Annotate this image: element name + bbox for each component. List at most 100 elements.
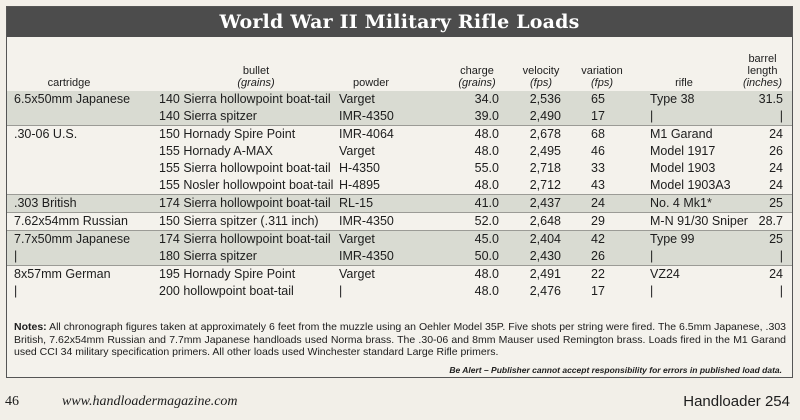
header-powder: powder — [341, 45, 401, 89]
cell-variation: 24 — [591, 196, 605, 210]
header-powder-label: powder — [352, 77, 390, 89]
cell-velocity: 2,678 — [529, 127, 561, 141]
cell-rifle: VZ24 — [650, 267, 680, 281]
cell-powder: IMR-4064 — [339, 127, 394, 141]
cell-rifle: | — [650, 284, 654, 298]
header-variation-label: variation — [581, 65, 623, 77]
cell-variation: 46 — [591, 144, 605, 158]
cell-cartridge: .303 British — [14, 196, 77, 210]
cell-powder: | — [339, 284, 343, 298]
notes-text: All chronograph figures taken at approxi… — [14, 321, 786, 358]
cell-cartridge: | — [14, 249, 18, 263]
cell-barrel: | — [779, 109, 783, 123]
cell-charge: 48.0 — [474, 267, 499, 281]
cell-rifle: Type 99 — [650, 232, 695, 246]
cell-velocity: 2,430 — [529, 249, 561, 263]
cell-bullet: 155 Hornady A-MAX — [159, 144, 273, 158]
cell-bullet: 155 Nosler hollowpoint boat-tail — [159, 178, 334, 192]
cell-rifle: | — [650, 109, 654, 123]
cell-barrel: 31.5 — [758, 92, 783, 106]
cell-variation: 65 — [591, 92, 605, 106]
cell-rifle: Model 1903 — [650, 161, 716, 175]
header-rifle-label: rifle — [675, 77, 693, 89]
table-body: 6.5x50mm Japanese 140 Sierra hollowpoint … — [7, 91, 792, 300]
header-charge: charge (grains) — [447, 45, 507, 89]
cell-powder: Varget — [339, 92, 375, 106]
cell-variation: 42 — [591, 232, 605, 246]
footer-url[interactable]: www.handloadermagazine.com — [62, 394, 238, 409]
cell-charge: 48.0 — [474, 144, 499, 158]
header-charge-unit: (grains) — [458, 77, 496, 89]
disclaimer: Be Alert – Publisher cannot accept respo… — [449, 365, 782, 375]
cell-cartridge: 8x57mm German — [14, 267, 111, 281]
cell-velocity: 2,536 — [529, 92, 561, 106]
cell-cartridge: 7.62x54mm Russian — [14, 214, 128, 228]
table-row: .30-06 U.S. 150 Hornady Spire Point IMR-40… — [7, 125, 792, 143]
header-cartridge: cartridge — [29, 45, 109, 89]
table-row: 7.7x50mm Japanese 174 Sierra hollowpoint … — [7, 230, 792, 248]
table-row: .303 British 174 Sierra hollowpoint boat-… — [7, 194, 792, 212]
table-row: | 200 hollowpoint boat-tail | 48.0 2,476 17 | | — [7, 283, 792, 300]
cell-velocity: 2,712 — [529, 178, 561, 192]
cell-velocity: 2,437 — [529, 196, 561, 210]
cell-cartridge: 6.5x50mm Japanese — [14, 92, 131, 106]
cell-powder: H-4350 — [339, 161, 380, 175]
header-velocity-label: velocity — [522, 65, 560, 77]
cell-variation: 26 — [591, 249, 605, 263]
notes: Notes: All chronograph figures taken at … — [14, 321, 786, 359]
page-footer: 46 www.handloadermagazine.com Handloader… — [0, 392, 800, 414]
table-title-bar: World War II Military Rifle Loads — [7, 7, 792, 37]
table-row: 140 Sierra spitzer IMR-4350 39.0 2,490 17 | | — [7, 108, 792, 125]
table-row: 6.5x50mm Japanese 140 Sierra hollowpoint … — [7, 91, 792, 108]
header-variation: variation (fps) — [572, 45, 632, 89]
cell-charge: 45.0 — [474, 232, 499, 246]
table-row: 155 Sierra hollowpoint boat-tail H-4350 55… — [7, 160, 792, 177]
cell-barrel: 25 — [769, 232, 783, 246]
table-header: cartridge bullet (grains) powder charge … — [7, 45, 792, 89]
cell-powder: IMR-4350 — [339, 249, 394, 263]
cell-bullet: 150 Sierra spitzer (.311 inch) — [159, 214, 319, 228]
cell-bullet: 140 Sierra hollowpoint boat-tail — [159, 92, 331, 106]
cell-variation: 17 — [591, 109, 605, 123]
cell-bullet: 155 Sierra hollowpoint boat-tail — [159, 161, 331, 175]
cell-rifle: Model 1903A3 — [650, 178, 731, 192]
cell-powder: Varget — [339, 144, 375, 158]
cell-barrel: 24 — [769, 127, 783, 141]
cell-velocity: 2,490 — [529, 109, 561, 123]
cell-variation: 17 — [591, 284, 605, 298]
header-bullet-label: bullet — [242, 65, 270, 77]
cell-bullet: 195 Hornady Spire Point — [159, 267, 296, 281]
cell-charge: 48.0 — [474, 284, 499, 298]
cell-bullet: 174 Sierra hollowpoint boat-tail — [159, 232, 331, 246]
cell-variation: 22 — [591, 267, 605, 281]
cell-powder: IMR-4350 — [339, 109, 394, 123]
cell-rifle: M-N 91/30 Sniper — [650, 214, 748, 228]
table-row: 8x57mm German 195 Hornady Spire Point Varg… — [7, 265, 792, 283]
cell-charge: 39.0 — [474, 109, 499, 123]
header-barrel-label-2: length — [747, 65, 778, 77]
cell-cartridge: | — [14, 284, 18, 298]
cell-bullet: 150 Hornady Spire Point — [159, 127, 296, 141]
header-barrel-label: barrel — [748, 53, 777, 65]
cell-bullet: 200 hollowpoint boat-tail — [159, 284, 294, 298]
cell-barrel: | — [779, 249, 783, 263]
cell-bullet: 174 Sierra hollowpoint boat-tail — [159, 196, 331, 210]
cell-variation: 68 — [591, 127, 605, 141]
cell-charge: 55.0 — [474, 161, 499, 175]
cell-bullet: 180 Sierra spitzer — [159, 249, 257, 263]
header-cartridge-label: cartridge — [47, 77, 91, 89]
cell-charge: 48.0 — [474, 127, 499, 141]
cell-barrel: | — [779, 284, 783, 298]
table-row: 155 Hornady A-MAX Varget 48.0 2,495 46 Model … — [7, 143, 792, 160]
cell-velocity: 2,404 — [529, 232, 561, 246]
cell-barrel: 24 — [769, 161, 783, 175]
cell-barrel: 24 — [769, 178, 783, 192]
cell-charge: 50.0 — [474, 249, 499, 263]
table-row: 155 Nosler hollowpoint boat-tail H-4895 48… — [7, 177, 792, 194]
cell-charge: 34.0 — [474, 92, 499, 106]
page-number: 46 — [5, 394, 19, 409]
cell-variation: 43 — [591, 178, 605, 192]
cell-variation: 29 — [591, 214, 605, 228]
notes-label: Notes: — [14, 321, 47, 333]
header-barrel: barrel length (inches) — [735, 45, 790, 89]
